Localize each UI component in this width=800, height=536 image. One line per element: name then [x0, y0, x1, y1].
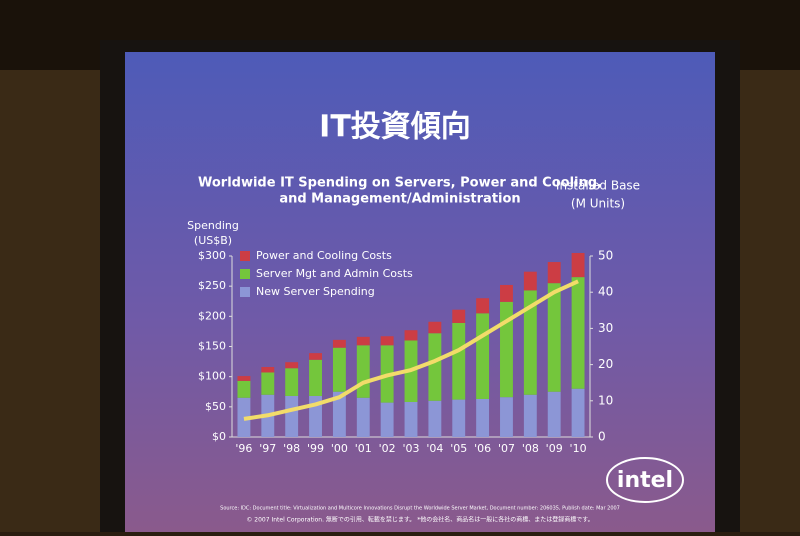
bar-segment: [285, 368, 299, 396]
bar-segment: [452, 399, 466, 437]
line-series: [243, 279, 579, 421]
y2-tick-label: 40: [598, 285, 613, 299]
bar-segment: [356, 345, 370, 398]
bar-segment: [476, 398, 490, 437]
bar-segment: [356, 397, 370, 437]
copyright: © 2007 Intel Corporation. 無断での引用、転載を禁じます…: [246, 516, 593, 524]
bar-segment: [404, 330, 418, 341]
bar-segment: [571, 252, 585, 278]
legend-label: New Server Spending: [256, 285, 375, 298]
bar-segment: [452, 322, 466, 400]
bar-segment: [356, 336, 370, 346]
bar-segment: [500, 301, 513, 398]
bar-segment: [237, 376, 251, 381]
bar-segment: [547, 262, 561, 284]
y-tick-label: $300: [198, 249, 226, 262]
bar-segment: [237, 380, 251, 398]
bar-segment: [332, 339, 346, 348]
logo: intel: [617, 468, 673, 493]
y-axis-label: Spending: [187, 219, 239, 232]
bar-segment: [285, 395, 299, 437]
chart-title: Worldwide IT Spending on Servers, Power …: [198, 176, 602, 191]
bar-segment: [500, 397, 513, 437]
slide-title: IT投資傾向: [319, 110, 471, 145]
y2-tick-label: 20: [598, 357, 613, 371]
bar-segment: [261, 367, 275, 373]
bar-segment: [523, 290, 537, 395]
bar-segment: [476, 313, 490, 399]
x-tick-label: '96: [235, 442, 252, 455]
y2-tick-label: 10: [598, 393, 613, 407]
y-tick-label: $200: [198, 309, 226, 322]
bar-segment: [309, 359, 322, 396]
screen: [125, 52, 715, 532]
chart-title: and Management/Administration: [279, 192, 520, 207]
bar-segment: [571, 277, 585, 389]
x-tick-label: '06: [474, 442, 491, 455]
legend-label: Power and Cooling Costs: [256, 249, 392, 262]
legend-swatch: [240, 269, 250, 279]
x-tick-label: '04: [426, 442, 443, 455]
y2-tick-label: 0: [598, 430, 606, 444]
bar-segment: [452, 309, 466, 323]
x-tick-label: '10: [570, 442, 587, 455]
bar-segment: [404, 402, 418, 437]
x-tick-label: '03: [402, 442, 419, 455]
bar-segment: [285, 362, 299, 369]
bar-segment: [476, 298, 490, 314]
y2-tick-label: 50: [598, 249, 613, 263]
bar-segment: [261, 372, 275, 395]
y-tick-label: $250: [198, 279, 226, 292]
x-tick-label: '00: [331, 442, 348, 455]
y-axis-label: (US$B): [194, 234, 232, 247]
bar-segment: [500, 284, 513, 302]
bar-segment: [332, 347, 346, 392]
bar-segment: [428, 400, 442, 437]
bar-segment: [380, 336, 394, 346]
bar-segment: [571, 388, 585, 437]
legend-swatch: [240, 251, 250, 261]
source: Source: IDC: Document title: Virtualizat…: [220, 506, 620, 512]
x-tick-label: '01: [355, 442, 372, 455]
x-tick-label: '07: [498, 442, 515, 455]
bar-segment: [428, 321, 442, 334]
y-tick-label: $100: [198, 370, 226, 383]
x-tick-label: '99: [307, 442, 324, 455]
legend-label: Server Mgt and Admin Costs: [256, 267, 413, 280]
y-tick-label: $150: [198, 340, 226, 353]
y2-tick-label: 30: [598, 321, 613, 335]
logo-ring: [606, 457, 684, 503]
y-tick-label: $50: [205, 400, 226, 413]
bar-segment: [332, 391, 346, 437]
y-tick-label: $0: [212, 430, 226, 443]
bar-segment: [523, 394, 537, 437]
x-tick-label: '05: [450, 442, 467, 455]
y2-axis-label: (M Units): [571, 197, 625, 211]
x-tick-label: '09: [546, 442, 563, 455]
bar-segment: [523, 271, 537, 291]
bar-segment: [309, 353, 322, 360]
x-tick-label: '98: [283, 442, 300, 455]
bar-segment: [380, 402, 394, 437]
bar-segment: [547, 283, 561, 392]
x-tick-label: '08: [522, 442, 539, 455]
x-tick-label: '97: [259, 442, 276, 455]
bar-segment: [428, 333, 442, 401]
x-tick-label: '02: [379, 442, 396, 455]
legend-swatch: [240, 287, 250, 297]
y2-axis-label: Installed Base: [556, 179, 640, 193]
bar-segment: [547, 391, 561, 437]
